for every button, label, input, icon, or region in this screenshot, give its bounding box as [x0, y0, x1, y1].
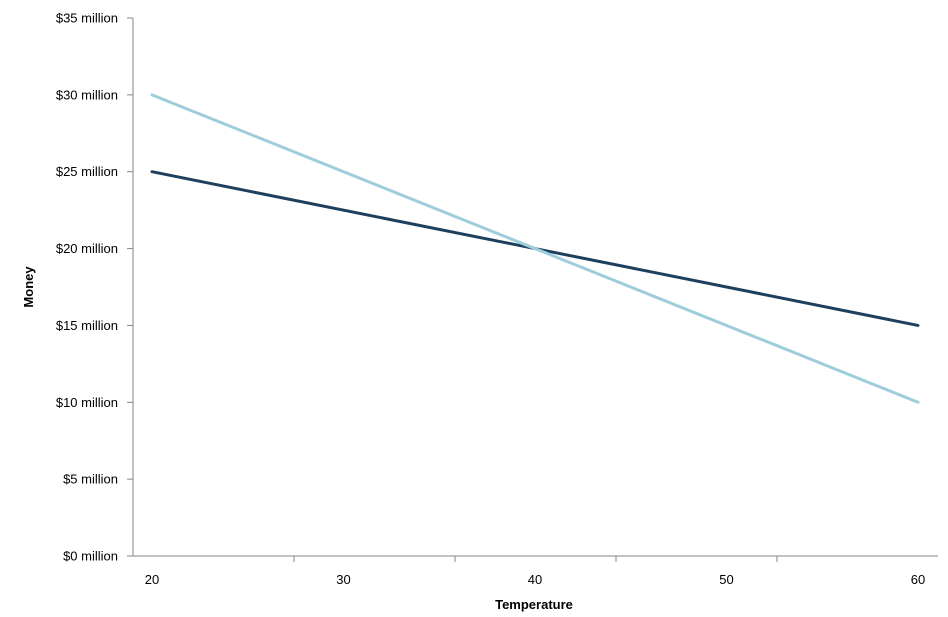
y-tick-label: $5 million [63, 472, 118, 487]
series-lines [150, 93, 920, 404]
x-axis-title: Temperature [495, 597, 573, 612]
y-tick-label: $15 million [56, 318, 118, 333]
y-tick-label: $30 million [56, 87, 118, 102]
y-axis-ticks: $0 million $5 million $10 million $15 milli… [56, 11, 133, 564]
y-tick-label: $25 million [56, 164, 118, 179]
y-tick-label: $10 million [56, 395, 118, 410]
x-axis-ticks: 20 30 40 50 60 [145, 556, 925, 587]
y-tick-label: $35 million [56, 11, 118, 26]
y-tick-label: $20 million [56, 241, 118, 256]
axes [132, 18, 938, 557]
series-line-2 [150, 93, 920, 404]
x-tick-label: 40 [528, 572, 542, 587]
x-tick-label: 30 [336, 572, 350, 587]
y-axis-title: Money [21, 266, 36, 308]
x-tick-label: 50 [719, 572, 733, 587]
x-tick-label: 60 [911, 572, 925, 587]
y-tick-label: $0 million [63, 549, 118, 564]
x-tick-label: 20 [145, 572, 159, 587]
